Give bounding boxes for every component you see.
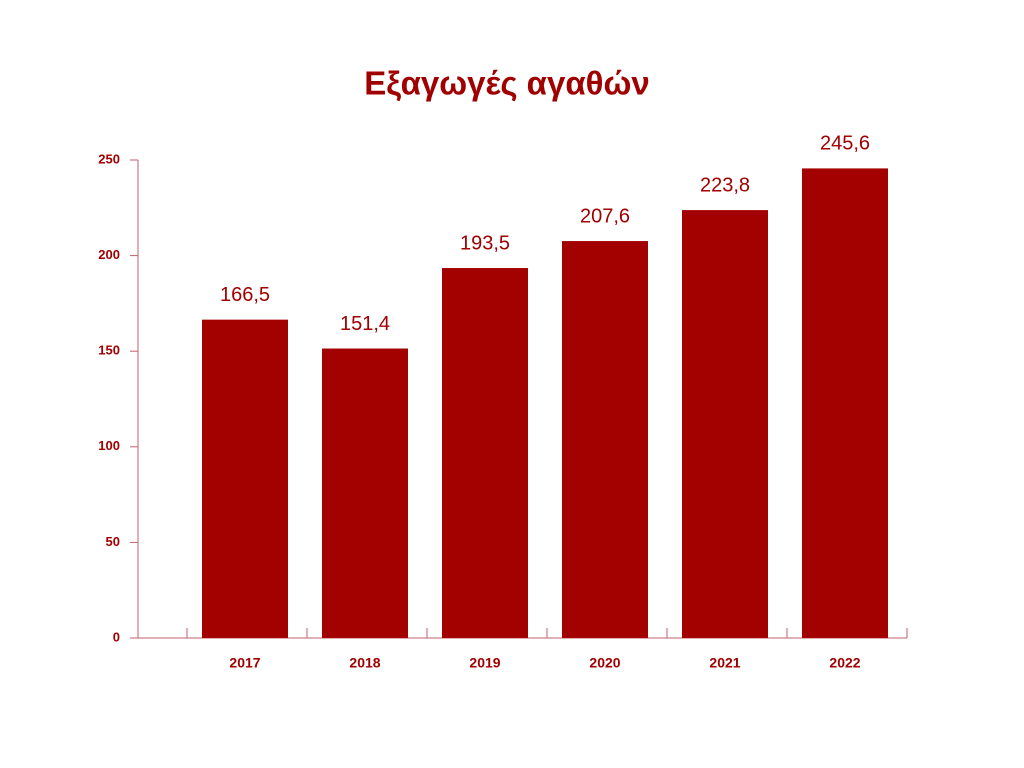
value-label: 245,6 (820, 133, 870, 155)
chart-title: Εξαγωγές αγαθών (364, 65, 649, 102)
y-tick-label: 50 (106, 534, 120, 549)
x-tick-label: 2022 (829, 655, 860, 671)
value-label: 166,5 (220, 284, 270, 306)
y-tick-label: 100 (98, 438, 120, 453)
x-tick-label: 2019 (469, 655, 500, 671)
value-label: 151,4 (340, 313, 390, 335)
y-tick-label: 150 (98, 343, 120, 358)
value-label: 223,8 (700, 174, 750, 196)
x-tick-label: 2018 (349, 655, 380, 671)
x-tick-label: 2021 (709, 655, 740, 671)
y-tick-label: 0 (113, 629, 120, 644)
x-tick-label: 2017 (229, 655, 260, 671)
bar (322, 348, 408, 638)
x-tick-label: 2020 (589, 655, 620, 671)
bar (202, 319, 288, 638)
bar (562, 241, 648, 639)
bar (442, 268, 528, 638)
value-label: 193,5 (460, 232, 510, 254)
y-tick-label: 200 (98, 247, 120, 262)
bar (802, 168, 888, 639)
bar (682, 210, 768, 638)
value-label: 207,6 (580, 205, 630, 227)
y-tick-label: 250 (98, 151, 120, 166)
